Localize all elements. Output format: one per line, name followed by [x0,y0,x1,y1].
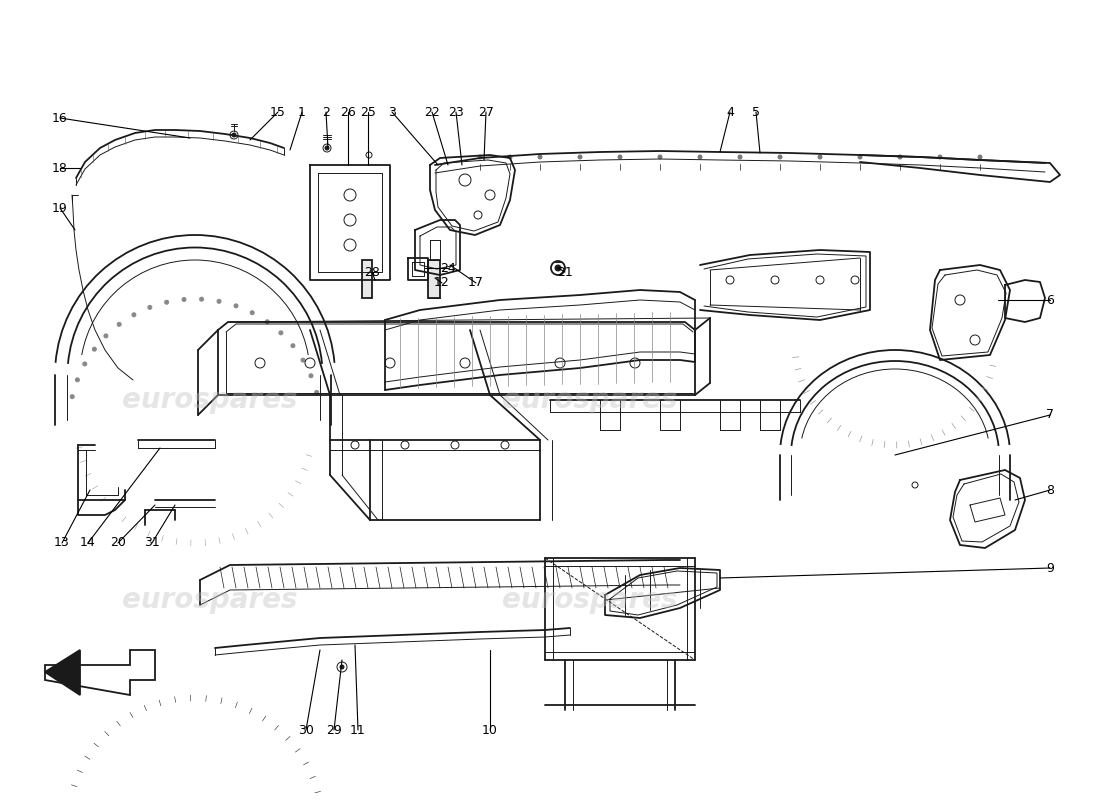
Circle shape [324,146,329,150]
Circle shape [147,306,152,310]
Text: eurospares: eurospares [122,586,298,614]
Circle shape [290,344,295,348]
Circle shape [92,347,97,351]
Text: 7: 7 [1046,409,1054,422]
Text: 20: 20 [110,537,125,550]
Circle shape [103,334,108,338]
Text: 14: 14 [80,537,96,550]
Text: 31: 31 [144,537,159,550]
Text: 3: 3 [388,106,396,118]
Text: 21: 21 [557,266,573,278]
Circle shape [698,155,702,159]
Text: 27: 27 [478,106,494,118]
Text: eurospares: eurospares [122,386,298,414]
Circle shape [938,155,942,159]
Text: 26: 26 [340,106,356,118]
Text: 1: 1 [298,106,306,118]
Circle shape [738,155,742,159]
Text: 13: 13 [54,537,70,550]
Circle shape [658,155,662,159]
Text: eurospares: eurospares [503,386,678,414]
Circle shape [70,394,74,398]
Circle shape [217,299,221,303]
Circle shape [279,331,283,335]
Text: 15: 15 [271,106,286,118]
Circle shape [301,358,305,362]
Circle shape [618,155,621,159]
Text: 25: 25 [360,106,376,118]
Circle shape [315,390,319,394]
Circle shape [556,265,561,271]
Text: 10: 10 [482,723,498,737]
Text: 5: 5 [752,106,760,118]
Circle shape [340,665,344,669]
Text: 23: 23 [448,106,464,118]
Text: 24: 24 [440,262,455,274]
Circle shape [309,374,313,378]
Text: 17: 17 [469,277,484,290]
Text: 2: 2 [322,106,330,118]
Circle shape [508,155,512,159]
Polygon shape [45,650,80,695]
Circle shape [898,155,902,159]
Text: 8: 8 [1046,483,1054,497]
Text: 16: 16 [52,111,68,125]
Circle shape [578,155,582,159]
Text: eurospares: eurospares [503,586,678,614]
Circle shape [978,155,982,159]
Circle shape [234,304,238,308]
Text: 4: 4 [726,106,734,118]
Text: 11: 11 [350,723,366,737]
Text: 18: 18 [52,162,68,174]
Text: 28: 28 [364,266,380,278]
Text: 19: 19 [52,202,68,214]
Text: 12: 12 [434,277,450,290]
Circle shape [118,322,121,326]
Circle shape [199,297,204,301]
Bar [428,260,440,298]
Text: 22: 22 [425,106,440,118]
Circle shape [232,133,236,137]
Circle shape [76,378,79,382]
Circle shape [265,320,269,324]
Text: 30: 30 [298,723,314,737]
Circle shape [858,155,862,159]
Circle shape [250,310,254,314]
Circle shape [778,155,782,159]
Circle shape [132,313,136,317]
Circle shape [82,362,87,366]
Circle shape [478,155,482,159]
Circle shape [818,155,822,159]
Text: 6: 6 [1046,294,1054,306]
Circle shape [538,155,542,159]
Text: 9: 9 [1046,562,1054,574]
Text: 29: 29 [326,723,342,737]
Bar [362,260,372,298]
Circle shape [165,300,168,304]
Circle shape [182,298,186,302]
